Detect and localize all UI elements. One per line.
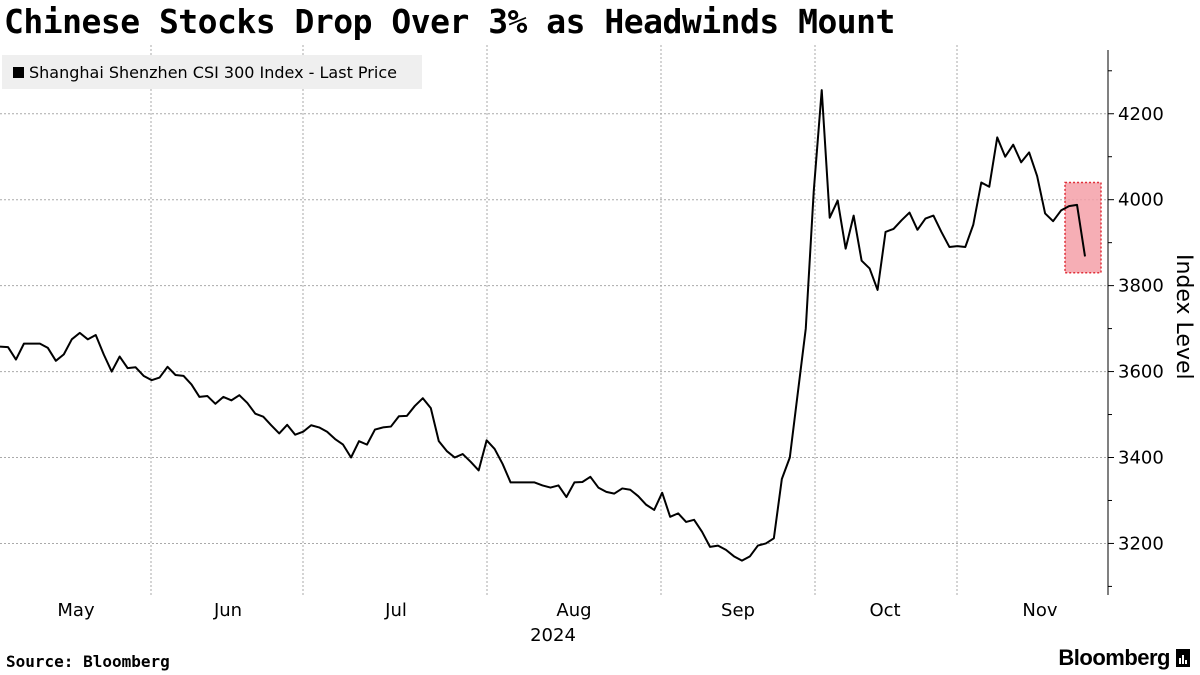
series-line-csi300 [0, 89, 1086, 562]
highlight-box [1064, 181, 1102, 274]
y-tick-label: 4000 [1118, 190, 1164, 211]
x-tick-label: May [57, 600, 95, 621]
y-tick-label: 3400 [1118, 448, 1164, 469]
x-tick-label: Nov [1022, 600, 1057, 621]
legend-label: Shanghai Shenzhen CSI 300 Index - Last P… [29, 62, 397, 82]
highlight-layer [1064, 181, 1102, 274]
x-tick-label: Jun [213, 600, 242, 621]
x-axis: May Jun Jul Aug Sep Oct Nov 2024 [57, 600, 1058, 646]
series-layer [0, 89, 1086, 562]
bloomberg-chart-icon [1176, 649, 1190, 667]
y-tick-label: 3200 [1118, 533, 1164, 554]
y-tick-label: 3600 [1118, 362, 1164, 383]
y-tick-label: 3800 [1118, 276, 1164, 297]
brand: Bloomberg [1058, 645, 1190, 671]
y-tick-label: 4200 [1118, 104, 1164, 125]
legend-swatch [13, 66, 24, 78]
x-tick-label: Aug [556, 600, 591, 621]
grid-lines [0, 45, 1108, 595]
x-tick-label: Jul [384, 600, 407, 621]
brand-name: Bloomberg [1058, 645, 1170, 670]
y-axis-title: Index Level [1171, 254, 1196, 380]
x-tick-label: Sep [721, 600, 755, 621]
source-note: Source: Bloomberg [6, 652, 170, 671]
y-axis: 3200 3400 3600 3800 4000 4200 Index Level [1107, 50, 1196, 595]
chart-title: Chinese Stocks Drop Over 3% as Headwinds… [4, 2, 895, 41]
x-tick-label: Oct [869, 600, 900, 621]
legend: Shanghai Shenzhen CSI 300 Index - Last P… [2, 55, 422, 89]
x-year-label: 2024 [530, 625, 576, 646]
